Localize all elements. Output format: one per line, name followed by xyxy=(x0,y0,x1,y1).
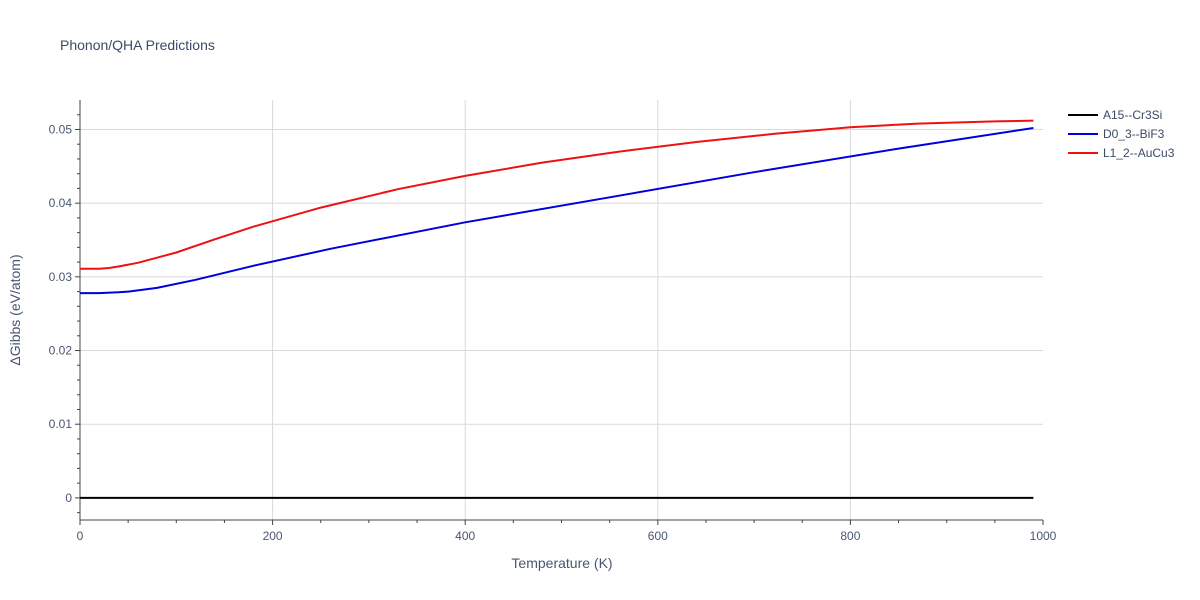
series-line-d0-3-bif3 xyxy=(80,127,1034,295)
grid-lines xyxy=(80,100,1043,520)
legend-item[interactable]: A15--Cr3Si xyxy=(1068,108,1162,122)
series-line-l1-2-aucu3 xyxy=(80,119,1034,270)
x-axis-title: Temperature (K) xyxy=(511,555,612,571)
x-tick-label: 0 xyxy=(77,529,84,543)
y-tick-label: 0 xyxy=(65,491,72,505)
legend-item[interactable]: D0_3--BiF3 xyxy=(1068,127,1165,141)
legend-label: D0_3--BiF3 xyxy=(1103,127,1165,141)
legend-label: A15--Cr3Si xyxy=(1103,108,1162,122)
y-tick-label: 0.02 xyxy=(49,344,73,358)
x-tick-label: 400 xyxy=(455,529,475,543)
legend-item[interactable]: L1_2--AuCu3 xyxy=(1068,146,1175,160)
y-tick-label: 0.04 xyxy=(49,196,73,210)
x-tick-label: 600 xyxy=(648,529,668,543)
y-tick-label: 0.01 xyxy=(49,417,73,431)
x-tick-label: 1000 xyxy=(1030,529,1057,543)
legend[interactable]: A15--Cr3Si D0_3--BiF3 L1_2--AuCu3 xyxy=(1068,108,1175,160)
x-tick-label: 200 xyxy=(263,529,283,543)
x-tick-label: 800 xyxy=(840,529,860,543)
axes: 0 200 400 600 800 1000 0 0.01 0.02 0.03 0.04 0.05 xyxy=(49,100,1057,543)
series-lines xyxy=(80,119,1034,499)
y-axis-title: ΔGibbs (eV/atom) xyxy=(7,254,23,365)
y-tick-label: 0.05 xyxy=(49,122,73,136)
y-tick-label: 0.03 xyxy=(49,270,73,284)
legend-label: L1_2--AuCu3 xyxy=(1103,146,1175,160)
chart-title: Phonon/QHA Predictions xyxy=(60,37,215,53)
